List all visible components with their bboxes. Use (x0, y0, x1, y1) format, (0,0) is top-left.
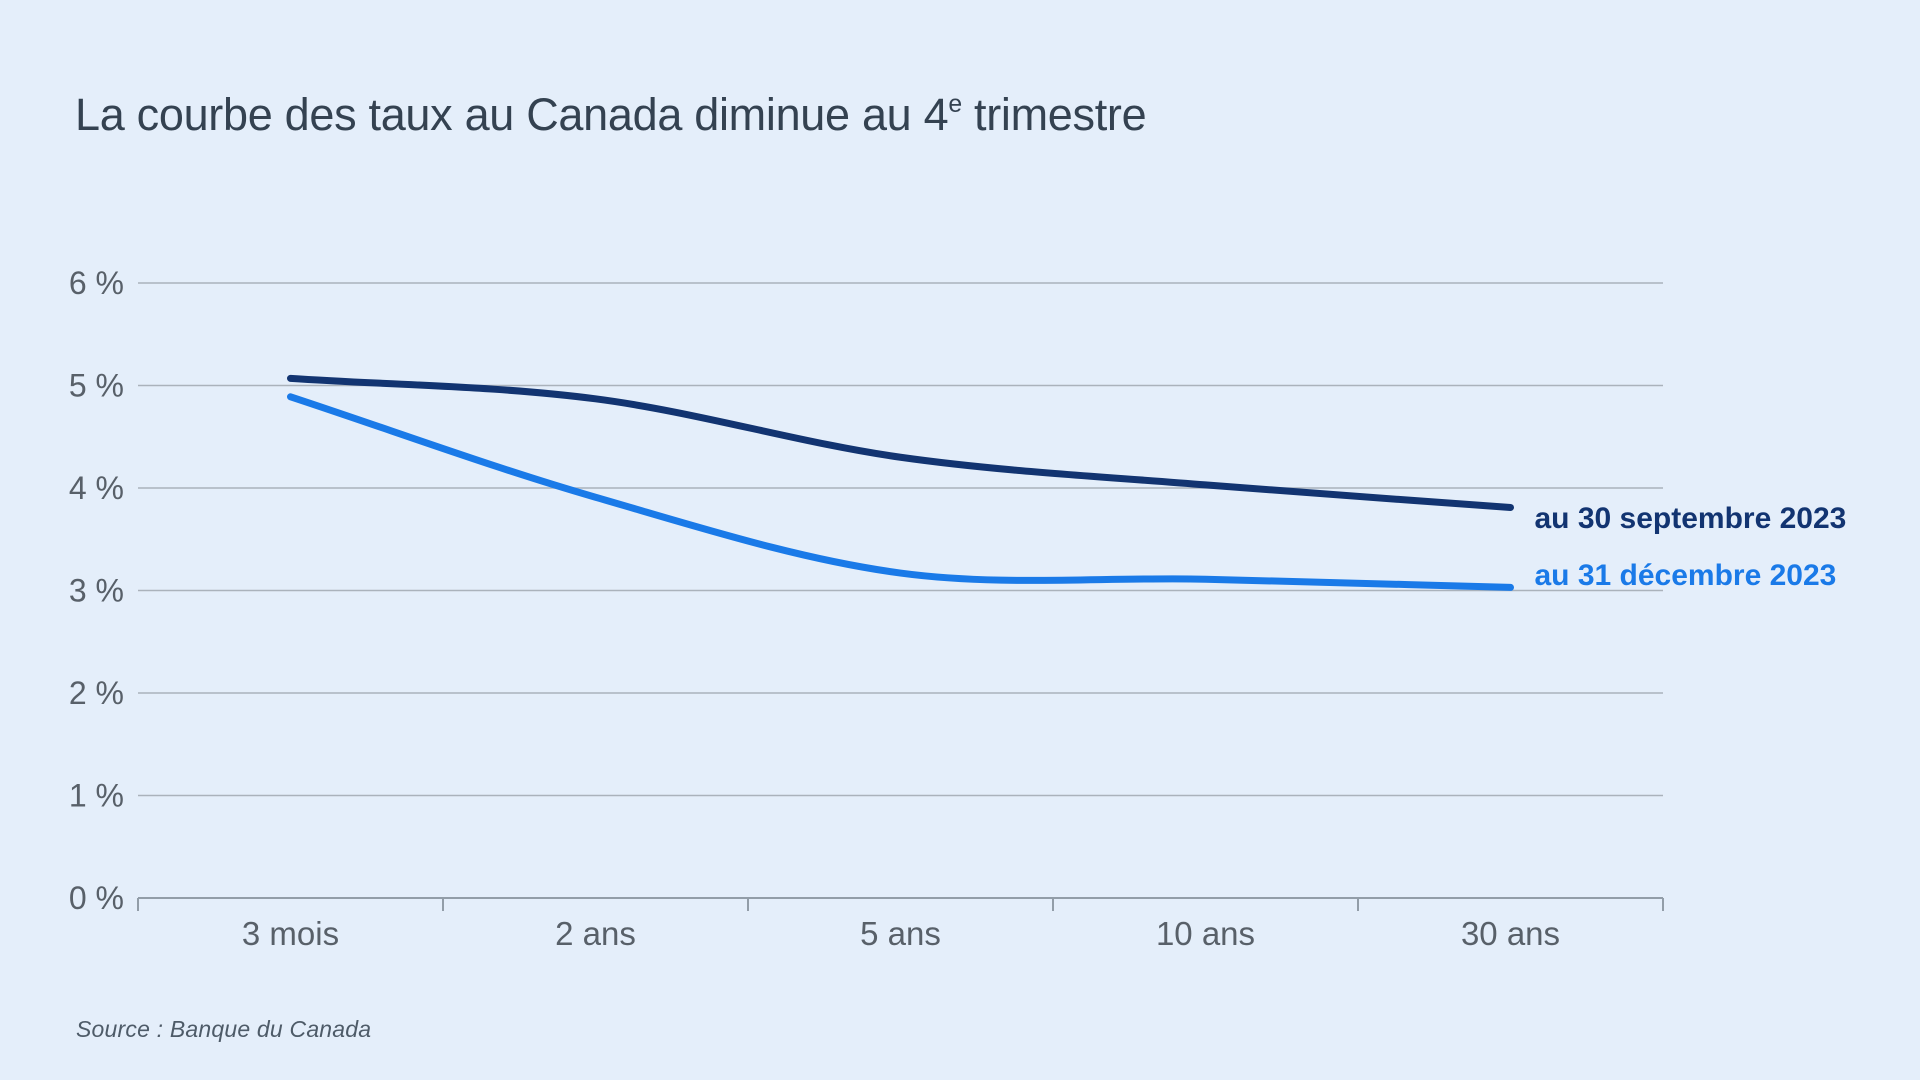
source-note: Source : Banque du Canada (76, 1016, 372, 1042)
series-line-30-septembre-2023 (287, 374, 1514, 511)
y-axis-label-2-percent: 2 % (69, 675, 124, 711)
gridlines-group (138, 282, 1663, 797)
x-axis-label-3-mois: 3 mois (242, 915, 339, 952)
y-axis-label-1-percent: 1 % (69, 778, 124, 814)
axis-labels-group: 0 % 1 % 2 % 3 % 4 % 5 % 6 % 3 mois 2 ans 5 ans 10 … (69, 265, 1560, 952)
chart-title-superscript: e (948, 91, 962, 119)
series-line-31-decembre-2023 (287, 393, 1514, 591)
chart-title: La courbe des taux au Canada diminue au … (75, 89, 1147, 141)
chart-title-suffix: trimestre (961, 89, 1147, 141)
y-axis-label-6-percent: 6 % (69, 265, 124, 301)
y-axis-label-0-percent: 0 % (69, 880, 124, 916)
series-label-31-decembre: au 31 décembre 2023 (1535, 559, 1837, 592)
x-axis-label-5-ans: 5 ans (860, 915, 941, 952)
y-axis-label-3-percent: 3 % (69, 573, 124, 609)
x-axis-group (137, 897, 1664, 911)
x-axis-label-2-ans: 2 ans (555, 915, 636, 952)
chart-title-text: La courbe des taux au Canada diminue au … (75, 89, 949, 141)
series-label-30-septembre: au 30 septembre 2023 (1535, 502, 1847, 535)
y-axis-label-5-percent: 5 % (69, 368, 124, 404)
x-axis-label-30-ans: 30 ans (1461, 915, 1560, 952)
y-axis-label-4-percent: 4 % (69, 470, 124, 506)
x-axis-label-10-ans: 10 ans (1156, 915, 1255, 952)
series-end-labels-group: au 30 septembre 2023 au 31 décembre 2023 (1535, 502, 1847, 592)
series-lines-group (287, 374, 1514, 591)
